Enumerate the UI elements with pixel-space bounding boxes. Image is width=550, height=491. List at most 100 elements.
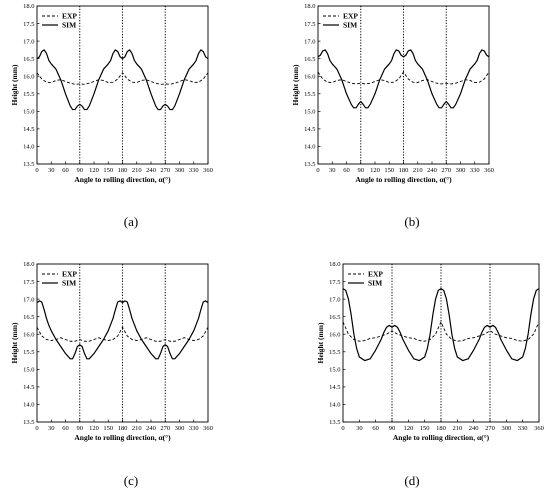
x-tick-label: 180 xyxy=(436,425,446,432)
x-tick-label: 300 xyxy=(175,167,185,174)
series-line-exp xyxy=(36,72,209,85)
x-tick-label: 330 xyxy=(189,425,199,432)
y-tick-label: 17.0 xyxy=(23,38,34,45)
y-tick-label: 16.5 xyxy=(23,56,34,63)
x-tick-label: 0 xyxy=(341,425,344,432)
y-tick-label: 15.5 xyxy=(23,91,34,98)
legend-label-sim: SIM xyxy=(343,21,357,30)
legend-label-sim: SIM xyxy=(368,279,382,288)
x-tick-label: 150 xyxy=(420,425,430,432)
x-tick-label: 0 xyxy=(35,425,38,432)
y-tick-label: 17.5 xyxy=(23,279,34,286)
x-tick-label: 90 xyxy=(389,425,396,432)
series-line-sim xyxy=(36,49,209,111)
x-tick-label: 0 xyxy=(35,167,38,174)
y-tick-label: 16.5 xyxy=(304,56,315,63)
x-tick-label: 360 xyxy=(484,167,494,174)
y-tick-label: 18.0 xyxy=(23,3,34,10)
legend-label-sim: SIM xyxy=(62,21,76,30)
y-tick-label: 17.0 xyxy=(329,296,340,303)
y-tick-label: 13.5 xyxy=(23,161,34,168)
y-axis-title: Height (mm) xyxy=(316,322,325,364)
series-line-sim xyxy=(317,49,490,109)
x-tick-label: 120 xyxy=(370,167,380,174)
x-tick-label: 60 xyxy=(62,425,69,432)
y-tick-label: 13.5 xyxy=(329,419,340,426)
x-tick-label: 30 xyxy=(48,425,55,432)
panel-caption: (d) xyxy=(404,473,419,488)
x-axis-title: Angle to rolling direction, α(°) xyxy=(74,433,171,442)
y-tick-label: 14.5 xyxy=(329,384,340,391)
y-tick-label: 16.5 xyxy=(23,314,34,321)
y-axis-title: Height (mm) xyxy=(10,322,19,364)
x-axis-title: Angle to rolling direction, α(°) xyxy=(393,433,490,442)
chart-panel-1: 13.5 14.0 14.5 15.0 15.5 16.0 16.5 17.0 17.5 18.0… xyxy=(10,3,213,229)
x-tick-label: 240 xyxy=(469,425,479,432)
x-axis-title: Angle to rolling direction, α(°) xyxy=(74,175,171,184)
y-tick-label: 15.5 xyxy=(304,91,315,98)
x-tick-label: 30 xyxy=(356,425,363,432)
y-tick-label: 15.0 xyxy=(23,367,34,374)
y-tick-label: 13.5 xyxy=(304,161,315,168)
panel-caption: (c) xyxy=(124,473,138,488)
x-tick-label: 60 xyxy=(343,167,350,174)
x-tick-label: 270 xyxy=(160,167,170,174)
x-tick-label: 180 xyxy=(399,167,409,174)
y-tick-label: 14.0 xyxy=(304,144,315,151)
series-line-sim xyxy=(342,287,540,362)
x-tick-label: 30 xyxy=(329,167,336,174)
x-tick-label: 240 xyxy=(146,425,156,432)
x-tick-label: 120 xyxy=(89,167,99,174)
y-tick-label: 17.5 xyxy=(329,279,340,286)
x-tick-label: 90 xyxy=(358,167,365,174)
panel-caption: (a) xyxy=(124,214,138,229)
x-tick-label: 120 xyxy=(89,425,99,432)
y-tick-label: 17.0 xyxy=(304,38,315,45)
legend-label-exp: EXP xyxy=(62,270,77,279)
x-tick-label: 360 xyxy=(534,425,544,432)
y-tick-label: 16.0 xyxy=(329,331,340,338)
x-axis-title: Angle to rolling direction, α(°) xyxy=(355,175,452,184)
x-tick-label: 330 xyxy=(189,167,199,174)
y-tick-label: 13.5 xyxy=(23,419,34,426)
x-tick-label: 150 xyxy=(384,167,394,174)
panel-caption: (b) xyxy=(404,214,419,229)
y-tick-label: 14.5 xyxy=(23,384,34,391)
y-tick-label: 18.0 xyxy=(304,3,315,10)
chart-panel-3: 13.5 14.0 14.5 15.0 15.5 16.0 16.5 17.0 17.5 18.0… xyxy=(10,261,213,488)
legend-label-exp: EXP xyxy=(62,12,77,21)
x-tick-label: 300 xyxy=(501,425,511,432)
x-tick-label: 150 xyxy=(103,425,113,432)
y-tick-label: 14.0 xyxy=(23,402,34,409)
legend-label-exp: EXP xyxy=(368,270,383,279)
x-tick-label: 300 xyxy=(456,167,466,174)
x-tick-label: 300 xyxy=(175,425,185,432)
y-axis-title: Height (mm) xyxy=(291,64,300,106)
x-tick-label: 210 xyxy=(132,425,142,432)
chart-panel-2: 13.5 14.0 14.5 15.0 15.5 16.0 16.5 17.0 17.5 18.0… xyxy=(291,3,494,229)
x-tick-label: 90 xyxy=(77,425,84,432)
y-tick-label: 15.0 xyxy=(23,109,34,116)
x-tick-label: 270 xyxy=(485,425,495,432)
y-tick-label: 14.5 xyxy=(23,126,34,133)
y-tick-label: 14.0 xyxy=(23,144,34,151)
x-tick-label: 360 xyxy=(203,167,213,174)
y-tick-label: 16.5 xyxy=(329,314,340,321)
x-tick-label: 210 xyxy=(132,167,142,174)
x-tick-label: 60 xyxy=(372,425,379,432)
x-tick-label: 240 xyxy=(146,167,156,174)
legend-label-sim: SIM xyxy=(62,279,76,288)
y-tick-label: 15.0 xyxy=(329,367,340,374)
y-tick-label: 18.0 xyxy=(23,261,34,268)
y-tick-label: 16.0 xyxy=(304,73,315,80)
x-tick-label: 210 xyxy=(452,425,462,432)
legend-label-exp: EXP xyxy=(343,12,358,21)
y-tick-label: 14.5 xyxy=(304,126,315,133)
y-tick-label: 17.5 xyxy=(304,21,315,28)
y-tick-label: 18.0 xyxy=(329,261,340,268)
x-tick-label: 180 xyxy=(118,167,128,174)
series-line-exp xyxy=(342,321,540,342)
series-line-exp xyxy=(317,71,490,85)
y-tick-label: 17.5 xyxy=(23,21,34,28)
